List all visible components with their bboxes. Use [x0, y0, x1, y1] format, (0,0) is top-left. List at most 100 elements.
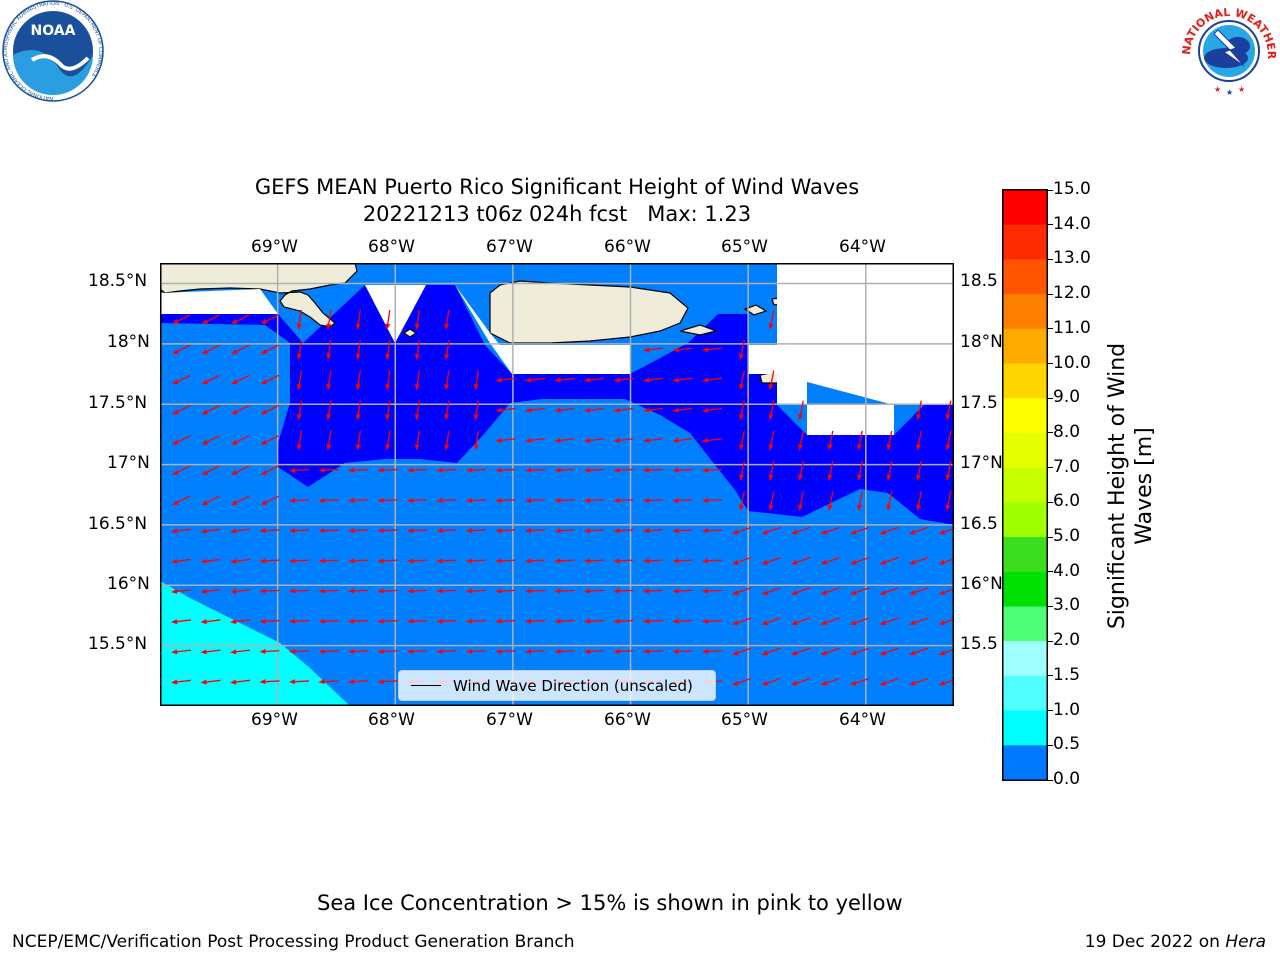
wind-arrow	[702, 467, 723, 473]
wind-arrow	[200, 558, 221, 564]
colorbar-tick-label: 2.0	[1053, 630, 1081, 651]
wind-arrow	[702, 347, 723, 353]
colorbar-tick-mark	[1047, 258, 1053, 260]
wind-arrow	[348, 588, 369, 594]
wind-wave-arrows	[171, 310, 954, 686]
wind-arrow	[768, 310, 775, 330]
wind-arrow	[436, 618, 457, 624]
wind-arrow	[584, 437, 605, 443]
wind-arrow	[584, 618, 605, 624]
wind-arrow	[850, 587, 870, 595]
no-data-area	[455, 285, 630, 374]
wind-arrow	[909, 587, 929, 595]
wind-arrow	[702, 377, 723, 383]
wind-arrow	[702, 648, 723, 654]
lat-label-left: 16°N	[107, 574, 150, 594]
wind-arrow	[495, 467, 516, 473]
wind-arrow	[613, 558, 634, 564]
wind-arrow	[172, 495, 191, 506]
wind-arrow	[318, 648, 339, 654]
wind-arrow	[672, 377, 693, 383]
wind-arrow	[230, 649, 251, 655]
colorbar-bin	[1003, 571, 1047, 607]
wind-arrow	[768, 370, 775, 391]
wind-arrow	[761, 587, 781, 595]
colorbar-tick-mark	[1047, 363, 1053, 365]
wind-arrow	[798, 461, 804, 481]
wind-arrow	[414, 310, 420, 330]
lon-label-bottom: 65°W	[721, 710, 768, 730]
wind-arrow	[643, 588, 664, 594]
nws-logo: NATIONAL WEATHER SERVICE ★ ★ ★	[1174, 0, 1280, 102]
colorbar-bin	[1003, 398, 1047, 434]
wind-arrow	[495, 528, 516, 534]
wind-arrow	[584, 407, 605, 413]
wind-arrow	[201, 404, 220, 415]
map-legend: Wind Wave Direction (unscaled)	[398, 670, 716, 701]
wind-arrow	[436, 497, 457, 503]
wind-arrow	[436, 528, 457, 534]
wind-arrow	[938, 648, 954, 656]
wind-arrow	[348, 679, 369, 685]
legend-label: Wind Wave Direction (unscaled)	[453, 676, 693, 695]
colorbar-bin	[1003, 467, 1047, 503]
wind-arrow	[348, 618, 369, 624]
wind-arrow	[791, 587, 811, 595]
wind-arrow	[938, 527, 954, 535]
footer-left: NCEP/EMC/Verification Post Processing Pr…	[12, 932, 575, 952]
wind-arrow	[200, 528, 221, 534]
colorbar-tick-mark	[1047, 779, 1053, 781]
wind-arrow	[172, 465, 191, 475]
wind-arrow	[231, 465, 250, 475]
wind-arrow	[879, 557, 899, 565]
wind-arrow	[289, 648, 310, 654]
wind-arrow	[172, 374, 191, 385]
wind-arrow	[171, 619, 192, 625]
wind-arrow	[326, 370, 332, 391]
wind-arrow	[296, 400, 302, 421]
wind-arrow	[377, 588, 398, 594]
wind-arrow	[407, 588, 428, 594]
wind-arrow	[584, 497, 605, 503]
wind-arrow	[495, 618, 516, 624]
wind-arrow	[672, 648, 693, 654]
wind-arrow	[584, 588, 605, 594]
colorbar-tick-mark	[1047, 640, 1053, 642]
wind-arrow	[318, 588, 339, 594]
wind-arrow	[886, 491, 893, 511]
wind-arrow	[827, 491, 834, 511]
wind-arrow	[525, 497, 546, 503]
wind-arrow	[466, 528, 487, 534]
wind-arrow	[938, 588, 954, 595]
wind-arrow	[355, 430, 361, 451]
wind-arrow	[554, 618, 575, 624]
wind-arrow	[473, 430, 479, 451]
lat-label-right: 18°N	[960, 332, 1003, 352]
wind-arrow	[525, 377, 546, 383]
wind-arrow	[886, 461, 893, 481]
colorbar-tick-label: 14.0	[1053, 213, 1091, 234]
wind-arrow	[444, 340, 450, 361]
noaa-logo: NOAA NATIONAL OCEANIC AND ATMOSPHERIC AD…	[2, 0, 104, 108]
wind-arrow	[879, 677, 899, 686]
wind-arrow	[377, 648, 398, 654]
colorbar-tick-label: 1.0	[1053, 699, 1081, 720]
wind-arrow	[739, 370, 745, 391]
wind-arrow	[857, 430, 863, 451]
wind-arrow	[525, 618, 546, 624]
wind-arrow	[879, 526, 899, 535]
wind-arrow	[850, 677, 870, 686]
wind-arrow	[355, 400, 361, 421]
wind-arrow	[554, 648, 575, 654]
wind-arrow	[768, 430, 775, 451]
colorbar-tick-label: 3.0	[1053, 595, 1081, 616]
wind-arrow	[820, 526, 840, 535]
wind-arrow	[355, 310, 361, 330]
wind-arrow	[495, 377, 516, 383]
wind-arrow	[554, 437, 575, 443]
wind-arrow	[201, 374, 220, 385]
land-vieques	[679, 324, 719, 336]
wind-arrow	[945, 491, 952, 511]
wind-arrow	[791, 617, 811, 626]
colorbar-bin	[1003, 259, 1047, 295]
